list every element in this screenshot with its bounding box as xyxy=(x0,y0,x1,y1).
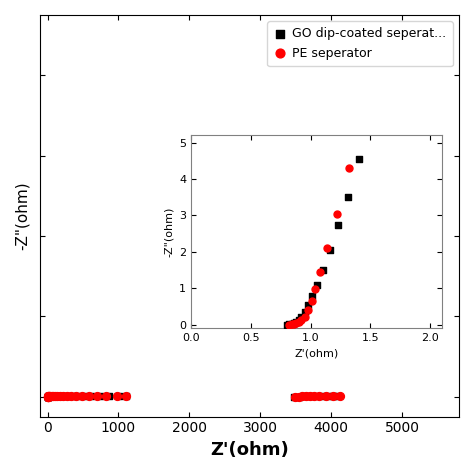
Point xyxy=(73,392,81,400)
Point xyxy=(44,393,52,401)
Y-axis label: -Z"(ohm): -Z"(ohm) xyxy=(15,182,30,250)
Point xyxy=(45,392,52,400)
Point xyxy=(335,392,342,400)
Point xyxy=(299,392,306,400)
Point xyxy=(86,392,93,400)
Point xyxy=(53,392,60,400)
Point xyxy=(46,392,54,400)
Point xyxy=(48,392,55,400)
Point xyxy=(54,392,61,400)
Point xyxy=(68,392,75,400)
Point xyxy=(79,392,86,400)
Point xyxy=(47,392,55,400)
Point xyxy=(313,392,320,400)
Point xyxy=(44,393,51,401)
Point xyxy=(51,392,59,400)
Point xyxy=(318,392,325,400)
Point xyxy=(302,392,310,400)
Legend: GO dip-coated seperat..., PE seperator: GO dip-coated seperat..., PE seperator xyxy=(267,21,453,66)
Point xyxy=(44,393,51,401)
Point xyxy=(45,392,53,400)
Point xyxy=(329,392,337,400)
X-axis label: Z'(ohm): Z'(ohm) xyxy=(210,441,289,459)
Point xyxy=(299,392,307,400)
Point xyxy=(59,392,66,400)
Point xyxy=(46,392,54,400)
Point xyxy=(56,392,64,400)
Point xyxy=(44,393,52,401)
Point xyxy=(44,392,52,400)
Point xyxy=(46,392,53,400)
Point xyxy=(93,392,101,400)
Point xyxy=(102,392,110,400)
Point xyxy=(63,392,71,400)
Point xyxy=(310,392,318,400)
Point xyxy=(44,393,51,401)
Point xyxy=(105,392,113,400)
Point xyxy=(323,392,331,400)
Point xyxy=(48,392,56,400)
Point xyxy=(336,392,344,400)
Point xyxy=(329,392,337,400)
Point xyxy=(113,392,121,400)
Point xyxy=(59,392,67,400)
Point xyxy=(80,392,88,400)
Point xyxy=(303,392,311,400)
Point xyxy=(306,392,314,400)
Point xyxy=(46,392,53,400)
Point xyxy=(122,392,129,400)
Point xyxy=(315,392,323,400)
Point xyxy=(122,392,129,400)
Point xyxy=(67,392,75,400)
Point xyxy=(322,392,329,400)
Point xyxy=(49,392,57,400)
Point xyxy=(45,392,52,400)
Point xyxy=(44,393,52,401)
Point xyxy=(44,392,52,400)
Point xyxy=(295,393,302,401)
Point xyxy=(115,392,123,400)
Point xyxy=(55,392,63,400)
Point xyxy=(45,392,52,400)
Point xyxy=(88,392,95,400)
Point xyxy=(73,392,80,400)
Point xyxy=(44,393,52,401)
Point xyxy=(291,393,298,401)
Point xyxy=(308,392,315,400)
Point xyxy=(295,392,302,400)
Point xyxy=(292,393,299,401)
Point xyxy=(96,392,104,400)
Point xyxy=(50,392,58,400)
Point xyxy=(63,392,71,400)
